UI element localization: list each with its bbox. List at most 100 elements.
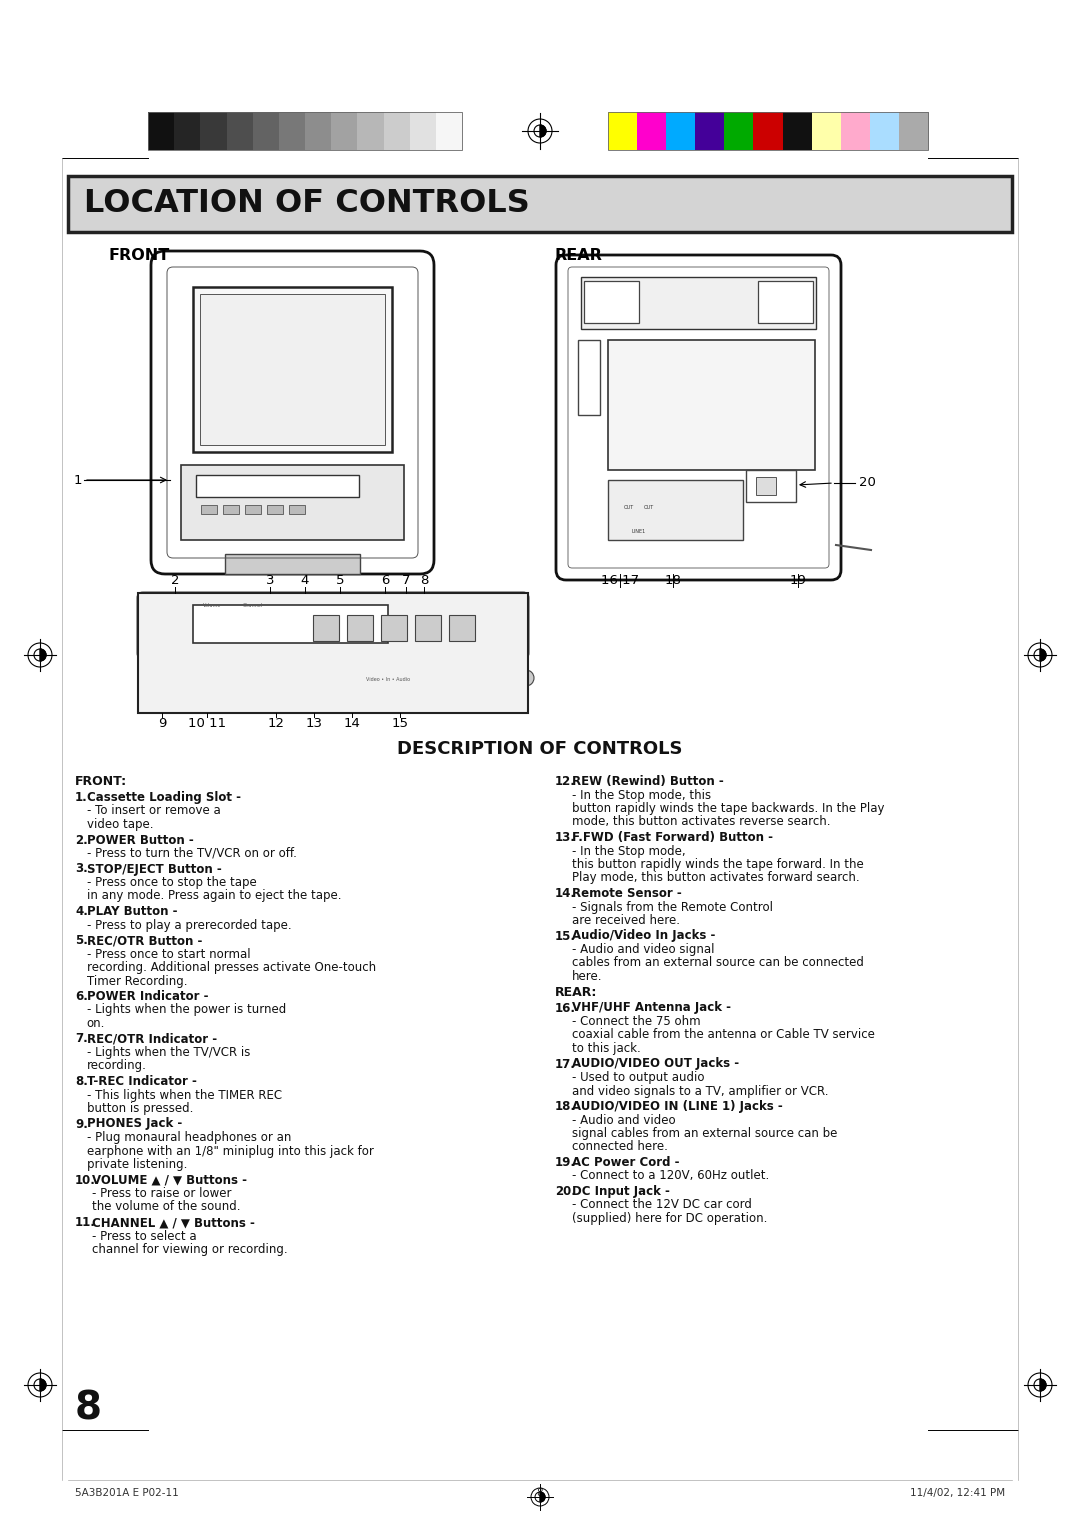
- Wedge shape: [1040, 649, 1047, 662]
- Circle shape: [642, 495, 647, 501]
- Text: 19: 19: [789, 575, 807, 587]
- Circle shape: [480, 669, 496, 686]
- Text: 12.: 12.: [555, 775, 576, 788]
- Text: 9: 9: [158, 717, 166, 730]
- Text: 4: 4: [301, 575, 309, 587]
- Text: - Connect the 75 ohm: - Connect the 75 ohm: [571, 1015, 701, 1028]
- Text: and video signals to a TV, amplifier or VCR.: and video signals to a TV, amplifier or …: [571, 1085, 828, 1097]
- Text: 20: 20: [859, 477, 876, 489]
- Text: 2: 2: [171, 575, 179, 587]
- Circle shape: [657, 490, 671, 504]
- Text: - Audio and video signal: - Audio and video signal: [571, 943, 714, 957]
- Bar: [193, 605, 388, 643]
- Text: Remote Sensor -: Remote Sensor -: [571, 886, 681, 900]
- Bar: [812, 112, 841, 150]
- Circle shape: [518, 669, 534, 686]
- Text: - Audio and video: - Audio and video: [571, 1114, 675, 1126]
- FancyBboxPatch shape: [556, 255, 841, 581]
- Text: 14: 14: [343, 717, 361, 730]
- Text: 5: 5: [336, 575, 345, 587]
- Text: DESCRIPTION OF CONTROLS: DESCRIPTION OF CONTROLS: [397, 740, 683, 758]
- Text: 13: 13: [306, 717, 323, 730]
- Circle shape: [193, 669, 211, 688]
- FancyBboxPatch shape: [151, 251, 434, 575]
- Text: REAR: REAR: [555, 248, 603, 263]
- Circle shape: [637, 490, 651, 504]
- Text: CHANNEL ▲ / ▼ Buttons -: CHANNEL ▲ / ▼ Buttons -: [92, 1216, 255, 1229]
- Text: are received here.: are received here.: [571, 914, 679, 927]
- Text: 5A3B201A E P02-11: 5A3B201A E P02-11: [75, 1488, 179, 1497]
- Text: 6: 6: [381, 575, 389, 587]
- Text: - Press to select a: - Press to select a: [92, 1230, 197, 1242]
- Circle shape: [481, 623, 491, 633]
- Text: 11.: 11.: [75, 1216, 96, 1229]
- Bar: [840, 112, 870, 150]
- Text: 3: 3: [266, 575, 274, 587]
- Circle shape: [661, 495, 667, 501]
- Text: here.: here.: [571, 970, 603, 983]
- Bar: [578, 341, 600, 416]
- Bar: [225, 555, 360, 575]
- Text: FRONT:: FRONT:: [75, 775, 127, 788]
- Wedge shape: [540, 1491, 545, 1502]
- Bar: [289, 504, 305, 513]
- Text: FRONT: FRONT: [108, 248, 170, 263]
- Bar: [409, 112, 436, 150]
- Bar: [267, 504, 283, 513]
- Text: private listening.: private listening.: [86, 1158, 187, 1170]
- Text: in any mode. Press again to eject the tape.: in any mode. Press again to eject the ta…: [86, 889, 341, 903]
- Text: AUDIO/VIDEO OUT Jacks -: AUDIO/VIDEO OUT Jacks -: [571, 1057, 739, 1071]
- Text: 15: 15: [391, 717, 408, 730]
- Bar: [436, 112, 462, 150]
- Text: OUT: OUT: [624, 504, 634, 510]
- Text: 4.: 4.: [75, 905, 87, 918]
- Text: REAR:: REAR:: [555, 986, 597, 998]
- Text: LOCATION OF CONTROLS: LOCATION OF CONTROLS: [84, 188, 530, 220]
- Bar: [332, 112, 357, 150]
- Bar: [608, 112, 637, 150]
- Circle shape: [210, 520, 217, 527]
- Bar: [584, 281, 639, 322]
- Circle shape: [500, 669, 516, 686]
- Text: - Connect to a 120V, 60Hz outlet.: - Connect to a 120V, 60Hz outlet.: [571, 1169, 769, 1183]
- Bar: [148, 112, 175, 150]
- Text: button is pressed.: button is pressed.: [86, 1102, 193, 1115]
- Bar: [174, 112, 201, 150]
- Text: 13.: 13.: [555, 831, 576, 843]
- Text: 20.: 20.: [555, 1186, 576, 1198]
- Bar: [637, 112, 666, 150]
- FancyBboxPatch shape: [137, 591, 529, 659]
- Circle shape: [499, 623, 509, 633]
- Wedge shape: [40, 649, 46, 662]
- Bar: [725, 112, 754, 150]
- Text: this button rapidly winds the tape forward. In the: this button rapidly winds the tape forwa…: [571, 859, 864, 871]
- Text: 16.: 16.: [555, 1001, 576, 1015]
- Text: 15.: 15.: [555, 929, 576, 943]
- Wedge shape: [40, 1378, 46, 1390]
- Bar: [449, 614, 475, 642]
- Text: 12: 12: [268, 717, 284, 730]
- Bar: [347, 614, 373, 642]
- Text: 10 11: 10 11: [188, 717, 226, 730]
- FancyBboxPatch shape: [646, 270, 751, 338]
- Text: - Signals from the Remote Control: - Signals from the Remote Control: [571, 900, 773, 914]
- Text: 16 17: 16 17: [600, 575, 639, 587]
- Circle shape: [149, 669, 167, 688]
- Text: coaxial cable from the antenna or Cable TV service: coaxial cable from the antenna or Cable …: [571, 1028, 875, 1042]
- Text: DC Input Jack -: DC Input Jack -: [571, 1186, 670, 1198]
- Circle shape: [171, 669, 189, 688]
- Text: POWER Button -: POWER Button -: [86, 833, 193, 847]
- Circle shape: [237, 674, 255, 692]
- Bar: [148, 112, 462, 150]
- Text: LINE1: LINE1: [632, 529, 646, 533]
- Bar: [666, 112, 696, 150]
- Bar: [899, 112, 929, 150]
- Text: channel for viewing or recording.: channel for viewing or recording.: [92, 1242, 287, 1256]
- Text: AC Power Cord -: AC Power Cord -: [571, 1157, 679, 1169]
- Bar: [357, 112, 384, 150]
- Text: 1.: 1.: [75, 792, 87, 804]
- Text: - Lights when the TV/VCR is: - Lights when the TV/VCR is: [86, 1047, 251, 1059]
- Text: T-REC Indicator -: T-REC Indicator -: [86, 1076, 197, 1088]
- Text: PHONES Jack -: PHONES Jack -: [86, 1117, 183, 1131]
- Text: earphone with an 1/8" miniplug into this jack for: earphone with an 1/8" miniplug into this…: [86, 1144, 374, 1158]
